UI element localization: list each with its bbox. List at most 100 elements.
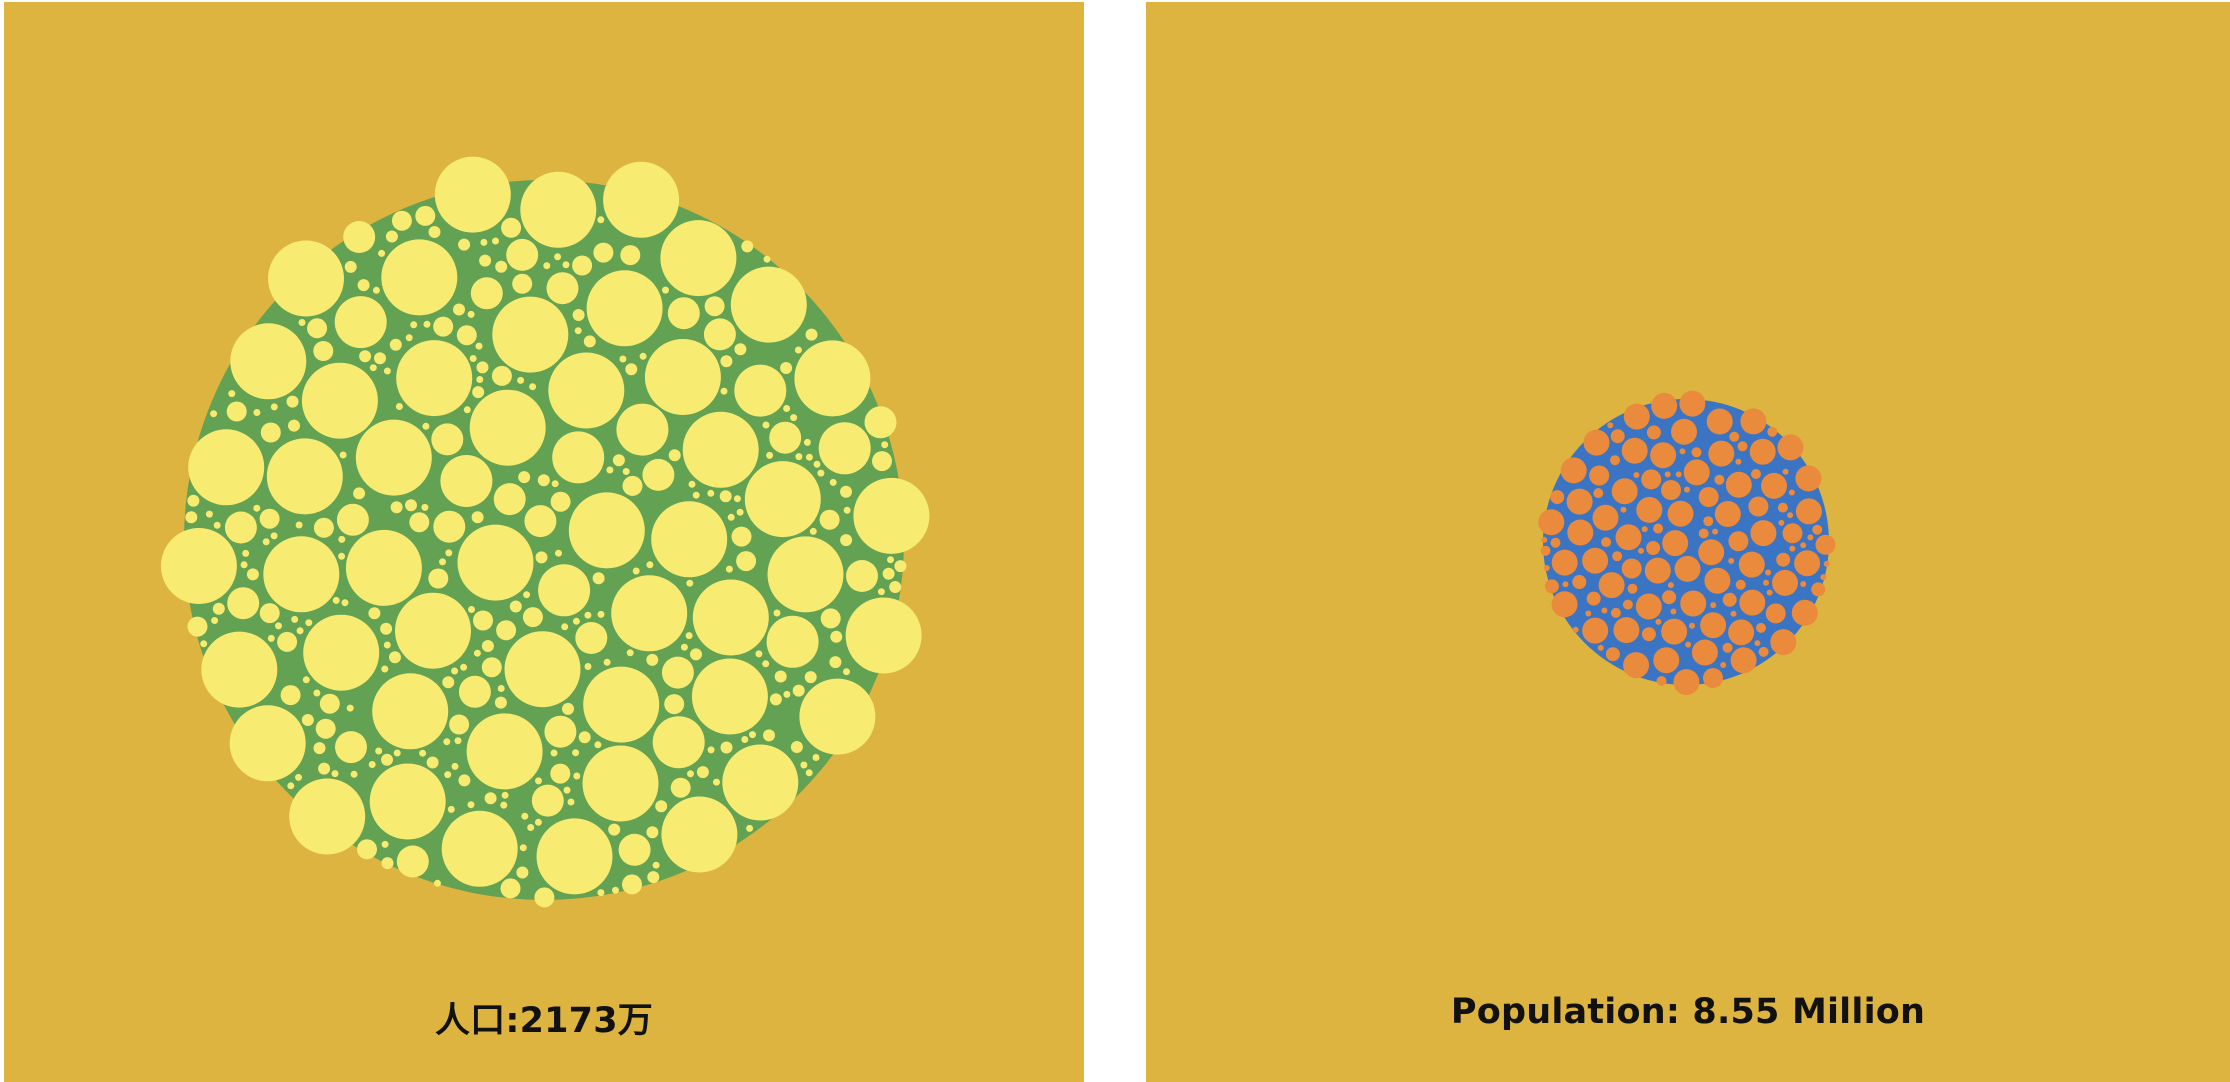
left-inner-dot [887,556,894,564]
left-inner-dot [369,763,446,840]
left-inner-dot [741,736,749,743]
left-inner-dot [550,749,558,757]
right-inner-dot [1612,551,1623,562]
left-inner-dot [583,335,596,348]
left-inner-dot [646,826,659,839]
left-inner-dot [661,796,738,873]
right-inner-dot [1679,390,1706,417]
left-inner-dot [563,786,571,794]
left-inner-circles [160,156,930,908]
left-inner-dot [481,657,502,678]
left-inner-dot [522,607,543,628]
left-inner-dot [472,386,485,399]
left-inner-dot [378,249,386,257]
left-inner-dot [346,704,354,712]
left-inner-dot [707,746,715,754]
right-inner-dot [1610,429,1625,444]
right-inner-dot [1586,591,1601,606]
left-inner-dot [301,714,314,726]
left-inner-dot [619,355,627,363]
left-inner-dot [667,297,700,330]
left-inner-dot [495,260,508,273]
right-inner-dot [1551,549,1578,576]
right-inner-dot [1589,465,1610,486]
left-inner-dot [494,696,507,709]
left-inner-dot [343,221,376,253]
right-inner-dot [1661,618,1688,645]
left-inner-dot [423,320,431,328]
right-inner-dot [1800,581,1807,587]
left-inner-dot [644,339,721,415]
left-inner-dot [800,761,808,769]
left-inner-dot [456,325,477,346]
left-inner-dot [582,745,659,822]
left-inner-dot [470,277,503,310]
left-inner-dot [690,648,702,661]
left-inner-dot [315,718,336,739]
left-inner-dot [501,791,509,799]
left-inner-dot [608,823,621,836]
left-inner-dot [275,622,282,630]
right-inner-dot [1738,551,1765,578]
left-inner-dot [224,511,257,544]
left-inner-dot [696,766,709,779]
left-inner-dot [291,615,299,623]
right-inner-dot [1789,545,1796,552]
right-inner-dot [1593,488,1604,499]
left-inner-dot [280,685,301,706]
right-inner-dot [1641,526,1648,533]
right-inner-dot [1728,531,1749,552]
right-inner-dot [1621,437,1648,464]
left-inner-dot [289,778,366,855]
left-inner-dot [846,560,878,592]
left-inner-dot [606,466,614,474]
right-inner-dot [1679,448,1686,455]
left-inner-dot [253,409,261,416]
left-inner-dot [188,429,265,506]
left-inner-dot [670,777,691,798]
left-inner-dot [864,406,897,439]
left-inner-dot [763,729,775,742]
left-inner-dot [720,741,733,754]
left-inner-dot [467,310,475,318]
left-inner-dot [766,451,774,459]
left-inner-dot [492,296,569,373]
left-inner-dot [790,414,798,422]
left-inner-dot [584,611,592,619]
left-inner-dot [783,405,791,412]
left-inner-dot [734,364,787,417]
left-inner-dot [586,270,663,347]
left-inner-dot [572,617,580,625]
left-inner-dot [229,705,306,782]
left-inner-dot [692,579,769,656]
right-inner-dot [1550,490,1565,505]
left-inner-dot [480,238,488,246]
left-inner-dot [686,579,694,587]
left-inner-dot [230,323,307,400]
right-inner-dot [1560,457,1587,484]
right-inner-dot [1765,569,1772,576]
right-inner-dot [1714,474,1725,485]
right-inner-dot [1756,622,1766,633]
right-inner-dot [1815,534,1836,555]
left-inner-dot [266,438,343,515]
left-inner-dot [421,503,429,511]
left-inner-dot [692,491,700,499]
left-inner-dot [185,511,198,524]
right-inner-dot [1763,579,1769,586]
left-inner-dot [544,715,577,748]
left-inner-dot [527,824,535,831]
right-inner-dot [1653,523,1664,534]
right-inner-dot [1623,403,1650,430]
left-inner-dot [794,340,871,417]
left-inner-dot [632,567,640,575]
right-inner-dot [1782,468,1789,475]
left-inner-dot [372,673,449,750]
left-inner-dot [720,387,728,395]
left-inner-dot [469,389,546,466]
left-inner-dot [523,591,531,599]
left-inner-dot [504,631,581,708]
left-inner-dot [840,485,852,498]
right-inner-dot [1684,486,1690,493]
left-inner-dot [535,777,542,785]
